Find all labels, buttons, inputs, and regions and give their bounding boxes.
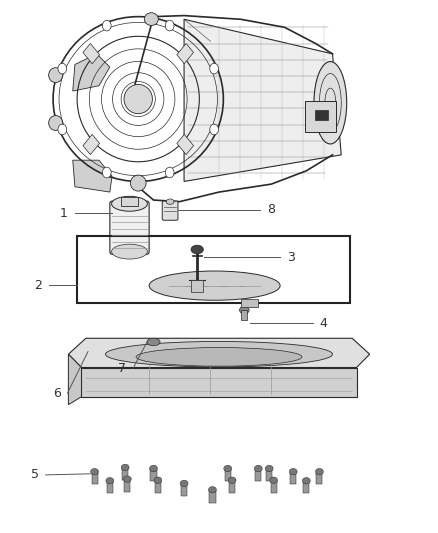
Ellipse shape <box>112 196 148 211</box>
Bar <box>266 470 272 481</box>
Ellipse shape <box>314 62 347 144</box>
Bar <box>150 470 156 481</box>
Polygon shape <box>73 54 110 91</box>
Bar <box>303 482 309 494</box>
Ellipse shape <box>124 476 131 482</box>
Ellipse shape <box>49 116 63 131</box>
FancyBboxPatch shape <box>162 201 178 220</box>
Ellipse shape <box>228 477 236 483</box>
FancyBboxPatch shape <box>121 197 138 206</box>
Text: 3: 3 <box>287 251 295 264</box>
Bar <box>229 481 235 493</box>
Polygon shape <box>68 354 81 405</box>
Bar <box>124 480 131 492</box>
Ellipse shape <box>131 175 146 191</box>
Bar <box>209 491 215 503</box>
Ellipse shape <box>112 244 148 259</box>
Ellipse shape <box>289 469 297 475</box>
Ellipse shape <box>106 478 114 484</box>
Bar <box>241 310 247 320</box>
Bar <box>181 484 187 496</box>
Circle shape <box>210 124 219 135</box>
Ellipse shape <box>49 68 63 83</box>
Ellipse shape <box>150 465 157 472</box>
Polygon shape <box>73 160 112 192</box>
Ellipse shape <box>224 465 232 472</box>
Circle shape <box>210 63 219 74</box>
Bar <box>290 473 296 484</box>
Bar <box>191 280 203 292</box>
Ellipse shape <box>270 477 278 483</box>
Ellipse shape <box>106 342 332 367</box>
Ellipse shape <box>240 306 249 314</box>
Text: 8: 8 <box>267 203 276 216</box>
Ellipse shape <box>91 469 99 475</box>
Circle shape <box>165 20 174 31</box>
FancyBboxPatch shape <box>305 101 336 132</box>
Ellipse shape <box>254 465 262 472</box>
Bar <box>83 44 99 64</box>
Ellipse shape <box>208 487 216 493</box>
Ellipse shape <box>145 13 158 26</box>
Bar <box>177 134 194 155</box>
Circle shape <box>102 20 111 31</box>
Polygon shape <box>81 368 357 397</box>
Bar <box>107 482 113 494</box>
Bar <box>83 134 99 155</box>
Polygon shape <box>241 299 258 307</box>
Circle shape <box>58 63 67 74</box>
Ellipse shape <box>147 338 160 346</box>
Bar <box>271 481 277 493</box>
Ellipse shape <box>136 348 302 366</box>
Ellipse shape <box>315 469 323 475</box>
Ellipse shape <box>149 271 280 300</box>
Text: 4: 4 <box>320 317 328 330</box>
Text: 7: 7 <box>118 362 126 375</box>
Ellipse shape <box>191 245 203 254</box>
Bar <box>315 110 328 120</box>
Text: 2: 2 <box>34 279 42 292</box>
Bar <box>155 481 161 493</box>
Bar <box>122 469 128 480</box>
Circle shape <box>58 124 67 135</box>
Bar <box>316 473 322 484</box>
Circle shape <box>165 167 174 178</box>
Bar <box>177 44 194 64</box>
FancyBboxPatch shape <box>110 201 149 254</box>
Ellipse shape <box>265 465 273 472</box>
Polygon shape <box>68 338 370 368</box>
Ellipse shape <box>154 477 162 483</box>
Bar <box>92 473 98 484</box>
Ellipse shape <box>121 464 129 471</box>
Ellipse shape <box>180 480 188 487</box>
Bar <box>225 470 231 481</box>
Bar <box>255 470 261 481</box>
Ellipse shape <box>302 478 310 484</box>
Bar <box>77 236 350 303</box>
Circle shape <box>102 167 111 178</box>
Ellipse shape <box>166 199 174 204</box>
Polygon shape <box>184 19 341 181</box>
Ellipse shape <box>124 84 152 114</box>
Text: 5: 5 <box>31 469 39 481</box>
Text: 6: 6 <box>53 386 60 400</box>
Text: 1: 1 <box>60 207 68 220</box>
